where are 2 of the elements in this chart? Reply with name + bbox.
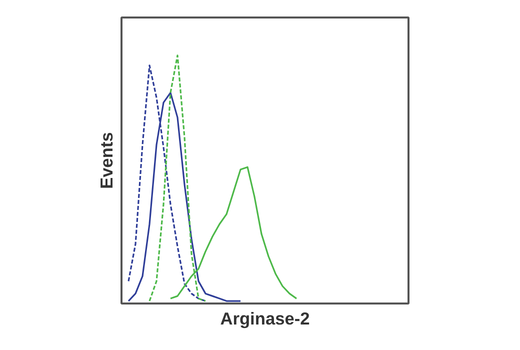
x-axis-title: Arginase-2 bbox=[220, 308, 310, 328]
y-axis-title: Events bbox=[96, 132, 116, 189]
